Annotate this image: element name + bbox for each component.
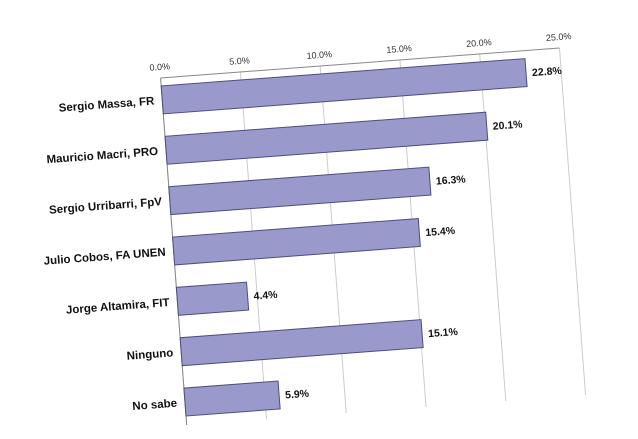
x-tick-label: 5.0%	[229, 55, 250, 67]
bar	[164, 111, 489, 165]
category-labels: Sergio Massa, FR Mauricio Macri, PRO Sergi…	[43, 95, 178, 413]
category-label: Mauricio Macri, PRO	[46, 146, 158, 166]
bar	[168, 166, 432, 216]
bars	[160, 58, 528, 417]
x-tick-label: 0.0%	[149, 61, 170, 73]
data-label: 15.4%	[425, 225, 456, 239]
gridline	[479, 53, 507, 402]
bar	[183, 380, 281, 417]
x-tick-label: 15.0%	[386, 43, 412, 55]
data-label: 4.4%	[253, 289, 278, 303]
plot-area: 0.0% 5.0% 10.0% 15.0% 20.0% 25.0% Sergio Mass…	[43, 31, 587, 426]
category-label: Ninguno	[126, 347, 173, 362]
category-label: Julio Cobos, FA UNEN	[43, 247, 166, 268]
x-tick-label: 25.0%	[546, 31, 572, 43]
data-label: 22.8%	[532, 65, 563, 79]
category-label: No sabe	[132, 398, 178, 413]
data-label: 16.3%	[435, 173, 466, 187]
data-label: 5.9%	[285, 388, 310, 402]
category-label: Sergio Massa, FR	[58, 95, 155, 114]
category-label: Jorge Altamira, FIT	[66, 297, 170, 317]
bar	[179, 319, 424, 367]
bar	[160, 58, 528, 115]
x-tick-label: 10.0%	[306, 49, 332, 61]
data-label: 20.1%	[492, 118, 523, 132]
x-axis-line	[160, 47, 560, 79]
bar	[172, 218, 421, 266]
data-label: 15.1%	[428, 326, 459, 340]
category-label: Sergio Urribarri, FpV	[49, 196, 163, 216]
data-labels: 22.8% 20.1% 16.3% 15.4% 4.4% 15.1% 5.9%	[253, 65, 563, 402]
bar	[175, 281, 250, 316]
x-tick-label: 20.0%	[466, 37, 492, 49]
gridline	[558, 47, 587, 396]
